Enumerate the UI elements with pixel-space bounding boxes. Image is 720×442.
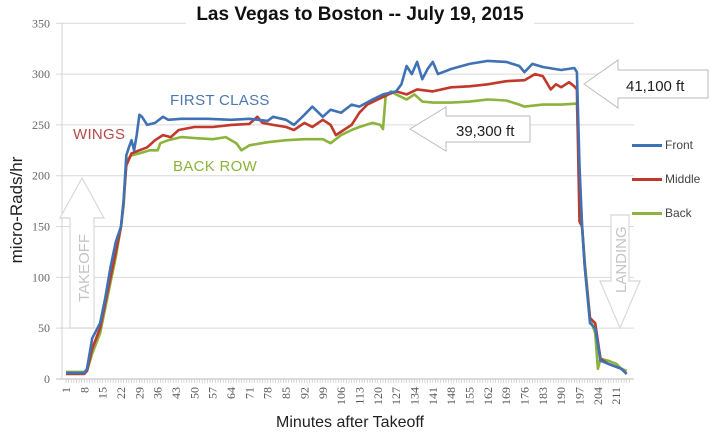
svg-text:211: 211 <box>609 387 623 405</box>
svg-text:127: 127 <box>389 387 403 405</box>
x-axis-label: Minutes after Takeoff <box>276 414 424 431</box>
svg-text:113: 113 <box>352 387 366 405</box>
svg-text:TAKEOFF: TAKEOFF <box>76 234 93 302</box>
svg-text:200: 200 <box>32 169 50 183</box>
svg-text:197: 197 <box>573 387 587 405</box>
first-class-label: FIRST CLASS <box>170 92 270 109</box>
svg-text:8: 8 <box>77 387 91 393</box>
svg-text:134: 134 <box>407 387 421 405</box>
svg-text:29: 29 <box>132 387 146 399</box>
svg-text:85: 85 <box>279 387 293 399</box>
svg-text:250: 250 <box>32 118 50 132</box>
legend-item-front: Front <box>632 128 700 162</box>
legend-swatch-front <box>632 143 662 147</box>
svg-text:57: 57 <box>206 387 220 399</box>
svg-text:120: 120 <box>371 387 385 405</box>
svg-text:106: 106 <box>334 387 348 405</box>
svg-text:43: 43 <box>169 387 183 399</box>
altitude-callout-39300: 39,300 ft <box>409 106 531 152</box>
svg-text:LANDING: LANDING <box>613 226 630 293</box>
takeoff-arrow-icon: TAKEOFF <box>58 176 106 329</box>
svg-text:350: 350 <box>32 16 50 30</box>
svg-text:50: 50 <box>38 321 50 335</box>
svg-text:0: 0 <box>44 372 50 386</box>
svg-text:183: 183 <box>536 387 550 405</box>
gridlines <box>56 22 634 380</box>
y-axis-label: micro-Rads/hr <box>7 156 26 264</box>
svg-text:41,100 ft: 41,100 ft <box>626 78 685 95</box>
landing-arrow-icon: LANDING <box>599 214 641 330</box>
svg-text:150: 150 <box>32 220 50 234</box>
svg-text:155: 155 <box>462 387 476 405</box>
chart-title: Las Vegas to Boston -- July 19, 2015 <box>0 4 720 26</box>
legend-item-middle: Middle <box>632 162 700 196</box>
legend: Front Middle Back <box>632 128 700 230</box>
svg-text:300: 300 <box>32 67 50 81</box>
wings-label: WINGS <box>73 126 126 143</box>
legend-item-back: Back <box>632 196 700 230</box>
series-line-front <box>66 59 628 375</box>
svg-text:50: 50 <box>187 387 201 399</box>
series-line-middle <box>66 72 628 376</box>
altitude-callout-41100: 41,100 ft <box>583 59 709 109</box>
svg-text:22: 22 <box>114 387 128 399</box>
svg-text:176: 176 <box>518 387 532 405</box>
svg-text:148: 148 <box>444 387 458 405</box>
svg-text:169: 169 <box>499 387 513 405</box>
svg-text:204: 204 <box>591 387 605 405</box>
svg-text:78: 78 <box>261 387 275 399</box>
legend-swatch-back <box>632 211 662 215</box>
series-line-back <box>66 90 628 374</box>
svg-text:71: 71 <box>242 387 256 399</box>
svg-text:141: 141 <box>426 387 440 405</box>
svg-text:39,300 ft: 39,300 ft <box>456 123 515 140</box>
back-row-label: BACK ROW <box>173 158 258 175</box>
svg-text:100: 100 <box>32 270 50 284</box>
x-axis-ticks: 1 8 15 22 29 36 43 50 57 64 71 78 85 92 99 106 113 120 127… <box>59 379 630 405</box>
svg-text:162: 162 <box>481 387 495 405</box>
svg-text:92: 92 <box>297 387 311 399</box>
y-axis-ticks: 0 50 100 150 200 250 300 350 <box>32 16 50 386</box>
legend-swatch-middle <box>632 177 662 181</box>
svg-text:99: 99 <box>316 387 330 399</box>
svg-text:1: 1 <box>59 387 73 393</box>
svg-text:190: 190 <box>554 387 568 405</box>
svg-text:36: 36 <box>151 387 165 399</box>
data-lines <box>66 59 628 376</box>
svg-text:15: 15 <box>96 387 110 399</box>
svg-text:64: 64 <box>224 387 238 399</box>
